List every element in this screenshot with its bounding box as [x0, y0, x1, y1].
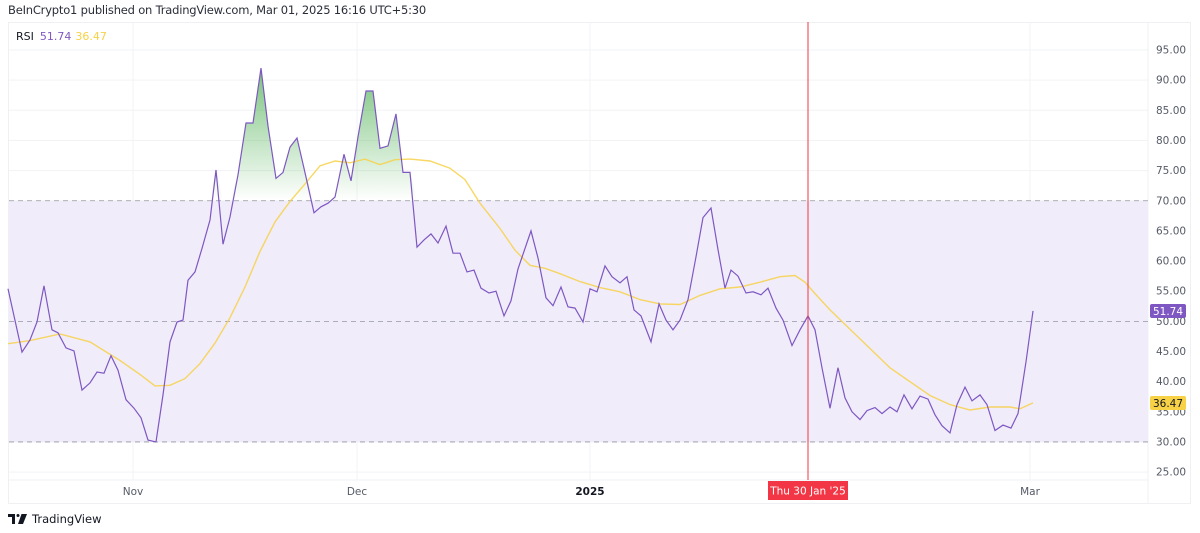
- rsi-ma-line: [7, 158, 1034, 411]
- rsi-legend-value: 51.74: [39, 30, 72, 43]
- rsi-value-badge: 51.74: [1150, 304, 1186, 318]
- x-axis-tick-label: Mar: [1020, 486, 1040, 498]
- y-axis-tick-label: 40.00: [1156, 376, 1186, 388]
- tradingview-logo-icon: [8, 514, 27, 524]
- attribution-text: BeInCrypto1 published on TradingView.com…: [8, 3, 427, 17]
- x-axis-tick-label: Dec: [347, 486, 368, 498]
- y-axis-tick-label: 55.00: [1156, 286, 1186, 298]
- y-axis-tick-label: 45.00: [1156, 346, 1186, 358]
- indicator-legend[interactable]: RSI 51.74 36.47: [16, 30, 107, 43]
- y-axis-tick-label: 60.00: [1156, 256, 1186, 268]
- x-axis[interactable]: Nov Dec 2025 Mar: [123, 486, 1041, 498]
- x-axis-tick-label: 2025: [575, 486, 604, 498]
- y-axis-tick-label: 85.00: [1156, 105, 1186, 117]
- indicator-name: RSI: [16, 30, 34, 43]
- y-axis-tick-label: 30.00: [1156, 436, 1186, 448]
- overbought-fill: [8, 68, 1033, 201]
- ma-value-badge: 36.47: [1150, 396, 1186, 410]
- brand-name: TradingView: [32, 512, 102, 526]
- y-axis-tick-label: 65.00: [1156, 225, 1186, 237]
- crosshair-date-label: Thu 30 Jan '25: [768, 481, 848, 500]
- svg-text:51.74: 51.74: [1153, 306, 1183, 318]
- y-axis-tick-label: 80.00: [1156, 135, 1186, 147]
- y-axis-tick-label: 50.00: [1156, 316, 1186, 328]
- y-axis-tick-label: 90.00: [1156, 75, 1186, 87]
- svg-text:36.47: 36.47: [1153, 398, 1183, 410]
- y-axis-tick-label: 70.00: [1156, 195, 1186, 207]
- chart-frame: [8, 22, 1191, 504]
- svg-text:Thu 30 Jan '25: Thu 30 Jan '25: [769, 486, 846, 498]
- tradingview-logo[interactable]: TradingView: [8, 512, 101, 526]
- y-axis[interactable]: 95.00 90.00 85.00 80.00 75.00 70.00 65.00 60.00…: [1156, 45, 1186, 479]
- y-axis-tick-label: 25.00: [1156, 467, 1186, 479]
- rsi-line: [7, 68, 1034, 443]
- y-axis-tick-label: 75.00: [1156, 165, 1186, 177]
- y-axis-tick-label: 95.00: [1156, 45, 1186, 57]
- x-axis-tick-label: Nov: [123, 486, 144, 498]
- ma-legend-value: 36.47: [75, 30, 107, 43]
